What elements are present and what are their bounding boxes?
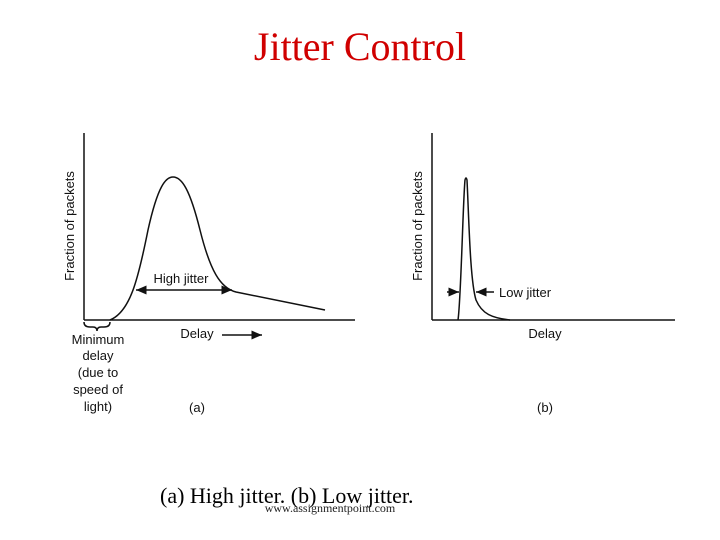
- y-axis-label: Fraction of packets: [410, 171, 425, 281]
- panel-a: Fraction of packets High jitter Minimum …: [62, 133, 355, 415]
- brace: [83, 321, 111, 332]
- caption: (a) High jitter. (b) Low jitter.: [160, 483, 414, 508]
- note-line: light): [84, 399, 112, 414]
- note-line: speed of: [73, 382, 123, 397]
- panel-tag: (b): [537, 400, 553, 415]
- x-axis-label: Delay: [528, 326, 562, 341]
- annotation: Low jitter: [499, 285, 552, 300]
- note-line: Minimum: [72, 332, 125, 347]
- panel-b: Fraction of packets Low jitter Delay (b): [410, 133, 675, 415]
- watermark: www.assignmentpoint.com: [265, 501, 396, 515]
- annotation: High jitter: [154, 271, 210, 286]
- note-line: delay: [82, 348, 114, 363]
- note-line: (due to: [78, 365, 118, 380]
- min-delay-note: Minimum delay (due to speed of light): [72, 332, 125, 414]
- panel-tag: (a): [189, 400, 205, 415]
- high-jitter-curve: [109, 176, 326, 321]
- low-jitter-curve: [457, 177, 511, 321]
- slide-title: Jitter Control: [254, 24, 466, 69]
- x-axis-label: Delay: [180, 326, 214, 341]
- y-axis-label: Fraction of packets: [62, 171, 77, 281]
